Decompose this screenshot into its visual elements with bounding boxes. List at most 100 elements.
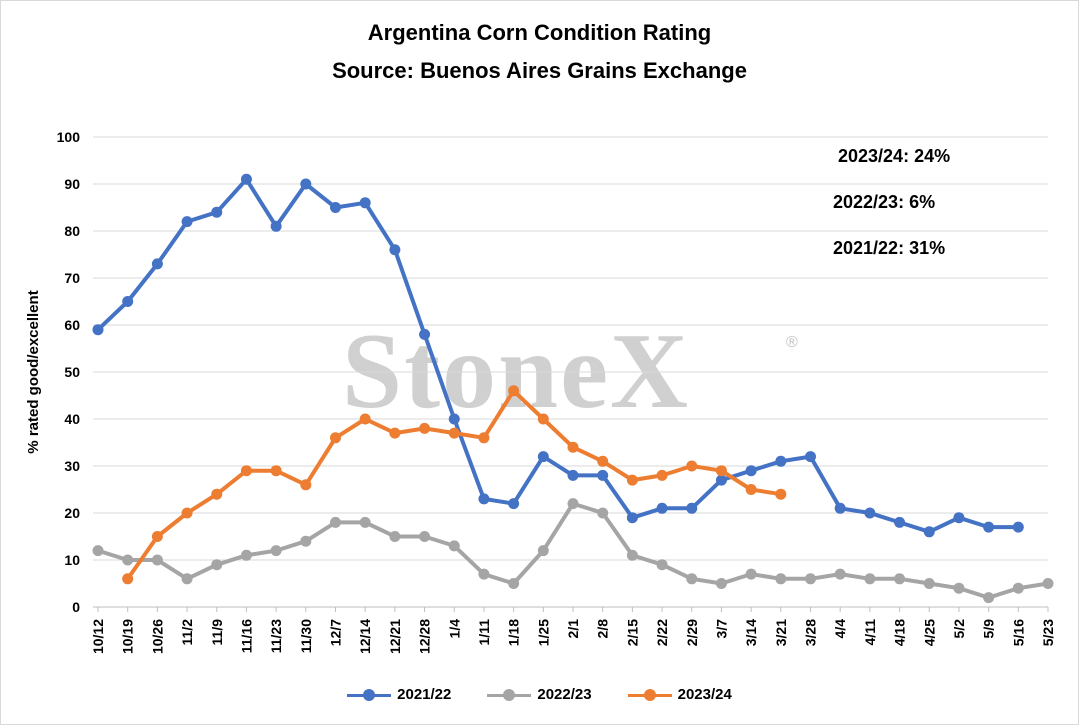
data-point-2023-24 <box>775 488 787 500</box>
data-point-2021-22 <box>419 328 431 340</box>
x-tick-label: 12/14 <box>357 619 373 654</box>
data-point-2021-22 <box>983 521 995 533</box>
x-tick-label: 1/18 <box>506 619 522 646</box>
data-point-2023-24 <box>686 460 698 472</box>
data-point-2021-22 <box>389 244 401 256</box>
data-point-2021-22 <box>448 413 460 425</box>
data-point-2021-22 <box>211 206 223 218</box>
data-point-2021-22 <box>715 474 727 486</box>
data-point-2022-23 <box>419 531 431 542</box>
x-tick-label: 11/16 <box>238 619 254 653</box>
x-tick-label: 4/11 <box>862 619 878 646</box>
data-point-2021-22 <box>923 526 935 538</box>
data-point-2021-22 <box>478 493 490 505</box>
data-point-2023-24 <box>745 484 757 495</box>
x-tick-label: 3/28 <box>803 619 819 646</box>
data-point-2021-22 <box>300 178 312 190</box>
data-point-2021-22 <box>151 258 163 270</box>
x-tick-label: 10/26 <box>149 619 165 654</box>
x-tick-label: 11/2 <box>179 619 195 646</box>
data-point-2021-22 <box>537 451 549 463</box>
data-point-2021-22 <box>92 324 104 336</box>
legend-label: 2023/24 <box>677 686 732 703</box>
y-tick-label: 0 <box>72 599 80 615</box>
y-tick-label: 10 <box>64 552 80 568</box>
data-point-2022-23 <box>597 507 609 519</box>
x-tick-label: 2/15 <box>624 619 640 646</box>
data-point-2022-23 <box>686 573 698 585</box>
data-point-2023-24 <box>478 432 490 444</box>
data-point-2022-23 <box>805 573 816 585</box>
x-tick-label: 2/29 <box>684 619 700 646</box>
data-point-2023-24 <box>359 413 371 425</box>
data-point-2023-24 <box>448 427 460 439</box>
data-point-2021-22 <box>745 465 757 477</box>
x-tick-label: 5/9 <box>981 619 997 639</box>
data-point-2022-23 <box>211 559 223 571</box>
data-point-2023-24 <box>597 455 609 467</box>
legend-label: 2021/22 <box>397 686 452 703</box>
legend-item-2022-23: 2022/23 <box>487 686 592 703</box>
data-point-2023-24 <box>300 479 312 491</box>
data-point-2022-23 <box>953 582 965 594</box>
data-point-2023-24 <box>389 427 401 439</box>
y-tick-label: 80 <box>64 223 80 239</box>
data-point-2023-24 <box>567 441 579 453</box>
legend-swatch <box>487 688 532 701</box>
x-tick-label: 11/30 <box>298 619 314 653</box>
y-tick-label: 40 <box>64 411 80 427</box>
data-point-2022-23 <box>122 554 134 566</box>
data-point-2023-24 <box>537 413 549 425</box>
series-line-2022-23 <box>96 501 1050 600</box>
data-point-2021-22 <box>834 502 846 514</box>
x-tick-label: 5/16 <box>1010 619 1026 646</box>
x-tick-label: 10/19 <box>120 619 136 654</box>
data-point-2022-23 <box>894 573 906 585</box>
note-label: 2023/24: <box>838 146 910 166</box>
data-point-2023-24 <box>419 422 431 434</box>
data-point-2022-23 <box>270 545 282 557</box>
x-tick-label: 4/18 <box>892 619 908 646</box>
note-2023-24: 2023/24: 24% <box>838 146 950 167</box>
data-point-2023-24 <box>240 465 252 477</box>
data-point-2021-22 <box>240 173 252 185</box>
data-point-2021-22 <box>508 498 520 510</box>
data-point-2021-22 <box>864 507 876 519</box>
data-point-2022-23 <box>864 573 876 585</box>
data-point-2023-24 <box>181 507 193 519</box>
chart-subtitle: Source: Buenos Aires Grains Exchange <box>332 58 747 83</box>
note-value: 6% <box>909 192 936 212</box>
data-point-2021-22 <box>775 455 787 467</box>
data-point-2022-23 <box>92 545 104 557</box>
note-value: 31% <box>909 238 946 258</box>
x-tick-label: 3/14 <box>743 619 759 646</box>
x-tick-label: 11/9 <box>209 619 225 646</box>
data-point-2021-22 <box>597 469 609 481</box>
data-point-2022-23 <box>151 554 163 566</box>
note-2021-22: 2021/22: 31% <box>833 238 945 259</box>
data-point-2021-22 <box>270 220 282 232</box>
data-point-2023-24 <box>211 488 223 500</box>
x-tick-label: 3/7 <box>713 619 729 639</box>
data-point-2023-24 <box>270 465 282 477</box>
data-point-2021-22 <box>567 469 579 481</box>
data-point-2022-23 <box>775 573 787 585</box>
data-point-2022-23 <box>983 592 995 604</box>
note-value: 24% <box>914 146 951 166</box>
note-2022-23: 2022/23: 6% <box>833 192 935 213</box>
data-point-2021-22 <box>953 512 965 524</box>
x-tick-label: 10/12 <box>90 619 106 654</box>
data-point-2022-23 <box>923 578 935 589</box>
x-tick-label: 4/4 <box>832 619 848 639</box>
x-tick-label: 2/22 <box>654 619 670 646</box>
data-point-2021-22 <box>359 197 371 209</box>
note-label: 2022/23: <box>833 192 905 212</box>
y-tick-label: 70 <box>64 270 80 286</box>
y-tick-label: 30 <box>64 458 80 474</box>
data-point-2022-23 <box>834 568 846 580</box>
y-tick-label: 20 <box>64 505 80 521</box>
y-tick-label: 100 <box>57 129 81 145</box>
data-point-2022-23 <box>567 498 579 510</box>
x-tick-label: 11/23 <box>268 619 284 653</box>
data-point-2023-24 <box>122 573 134 585</box>
